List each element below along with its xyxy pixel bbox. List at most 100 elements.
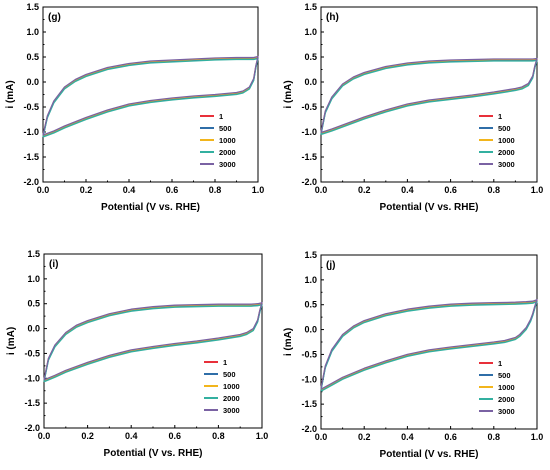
series-line-3000: [320, 299, 538, 390]
chart-panel-3: 0.0 0.2 0.4 0.6 0.8 1.0 -2.0 -1.5 -1.0 -0.5 0.0 0.5…: [6, 249, 268, 459]
legend-label: 2000: [498, 395, 515, 404]
legend-label: 500: [219, 124, 232, 133]
x-tick-label: 0.4: [401, 185, 414, 195]
x-tick-label: 0.4: [123, 185, 136, 195]
x-tick-label: 1.0: [252, 185, 265, 195]
y-tick-label: -0.5: [301, 349, 317, 359]
series-line-1000: [320, 58, 538, 134]
x-axis-title: Potential (V vs. RHE): [101, 202, 200, 213]
y-tick-label: -0.5: [301, 102, 317, 112]
y-axis-title: i (mA): [6, 327, 17, 355]
y-tick-label: 1.0: [27, 274, 40, 284]
y-axis-title: i (mA): [283, 328, 294, 356]
legend: 1 500 1000 2000 3000: [200, 112, 236, 169]
y-tick-label: 1.0: [304, 275, 317, 285]
x-tick-label: 0.0: [37, 185, 50, 195]
x-tick-label: 0.6: [444, 432, 457, 442]
x-tick-label: 0.4: [401, 432, 414, 442]
y-tick-label: -2.0: [23, 177, 39, 187]
y-tick-label: -2.0: [301, 424, 317, 434]
x-tick-label: 0.8: [488, 432, 501, 442]
y-tick-label: -1.5: [23, 152, 39, 162]
x-tick-label: 0.6: [169, 431, 182, 441]
x-tick-label: 0.0: [315, 432, 328, 442]
y-tick-label: 0.0: [26, 77, 39, 87]
legend: 1 500 1000 2000 3000: [479, 359, 515, 416]
series-line-3000: [320, 57, 538, 134]
series-line-3000: [43, 302, 263, 381]
y-tick-label: -2.0: [301, 177, 317, 187]
legend-label: 500: [223, 370, 236, 379]
legend-label: 3000: [223, 406, 240, 415]
y-tick-label: 0.5: [26, 52, 39, 62]
panel-label: (h): [326, 12, 339, 23]
x-tick-label: 0.8: [209, 185, 222, 195]
y-tick-label: -2.0: [24, 423, 40, 433]
legend-label: 1: [498, 359, 502, 368]
panel-label: (j): [326, 260, 335, 271]
x-axis-title: Potential (V vs. RHE): [104, 448, 203, 459]
legend-label: 1: [223, 358, 227, 367]
legend-label: 2000: [219, 148, 236, 157]
x-tick-label: 0.0: [315, 185, 328, 195]
chart-panel-1: 0.0 0.2 0.4 0.6 0.8 1.0 -2.0 -1.5 -1.0 -0.5 0.0 0.5…: [5, 2, 264, 213]
x-tick-label: 0.4: [125, 431, 138, 441]
legend-label: 1: [498, 112, 502, 121]
y-tick-label: -0.5: [23, 102, 39, 112]
legend-label: 1000: [498, 136, 515, 145]
panel-label: (i): [49, 259, 58, 270]
y-tick-label: -1.5: [301, 152, 317, 162]
legend-label: 1000: [223, 382, 240, 391]
x-tick-label: 0.8: [212, 431, 225, 441]
legend-label: 3000: [498, 407, 515, 416]
x-tick-label: 1.0: [531, 432, 544, 442]
legend-label: 3000: [219, 160, 236, 169]
x-tick-label: 0.6: [166, 185, 179, 195]
y-tick-label: -1.0: [301, 127, 317, 137]
legend: 1 500 1000 2000 3000: [204, 358, 240, 415]
legend-label: 3000: [498, 160, 515, 169]
y-tick-label: 0.5: [304, 52, 317, 62]
legend-label: 1000: [219, 136, 236, 145]
x-tick-label: 1.0: [531, 185, 544, 195]
x-tick-label: 0.2: [80, 185, 93, 195]
x-tick-label: 0.2: [81, 431, 94, 441]
y-tick-label: 1.5: [26, 2, 39, 12]
y-tick-label: -1.5: [24, 398, 40, 408]
y-tick-label: 1.5: [304, 2, 317, 12]
legend-label: 2000: [498, 148, 515, 157]
x-tick-label: 0.2: [358, 432, 371, 442]
y-axis-title: i (mA): [5, 80, 16, 108]
x-axis-title: Potential (V vs. RHE): [380, 449, 479, 460]
chart-panel-4: 0.0 0.2 0.4 0.6 0.8 1.0 -2.0 -1.5 -1.0 -0.5 0.0 0.5…: [283, 250, 543, 460]
y-tick-label: -1.0: [24, 373, 40, 383]
x-tick-label: 1.0: [256, 431, 269, 441]
chart-panel-2: 0.0 0.2 0.4 0.6 0.8 1.0 -2.0 -1.5 -1.0 -0.5 0.0 0.5…: [283, 2, 543, 213]
x-tick-label: 0.2: [358, 185, 371, 195]
y-tick-label: 1.0: [26, 27, 39, 37]
legend-label: 500: [498, 371, 511, 380]
panel-label: (g): [48, 12, 61, 23]
legend-label: 1000: [498, 383, 515, 392]
y-tick-label: -1.0: [23, 127, 39, 137]
legend-label: 500: [498, 124, 511, 133]
x-tick-label: 0.8: [488, 185, 501, 195]
x-axis-title: Potential (V vs. RHE): [380, 202, 479, 213]
y-tick-label: 0.5: [27, 299, 40, 309]
y-tick-label: 1.0: [304, 27, 317, 37]
y-tick-label: 0.0: [304, 325, 317, 335]
y-axis-title: i (mA): [283, 80, 294, 108]
y-tick-label: 1.5: [27, 249, 40, 259]
x-tick-label: 0.6: [444, 185, 457, 195]
legend: 1 500 1000 2000 3000: [479, 112, 515, 169]
y-tick-label: 0.5: [304, 300, 317, 310]
x-tick-label: 0.0: [38, 431, 51, 441]
y-tick-label: 0.0: [27, 324, 40, 334]
legend-label: 2000: [223, 394, 240, 403]
y-tick-label: -1.5: [301, 399, 317, 409]
legend-label: 1: [219, 112, 223, 121]
y-tick-label: -1.0: [301, 374, 317, 384]
y-tick-label: 1.5: [304, 250, 317, 260]
y-tick-label: 0.0: [304, 77, 317, 87]
